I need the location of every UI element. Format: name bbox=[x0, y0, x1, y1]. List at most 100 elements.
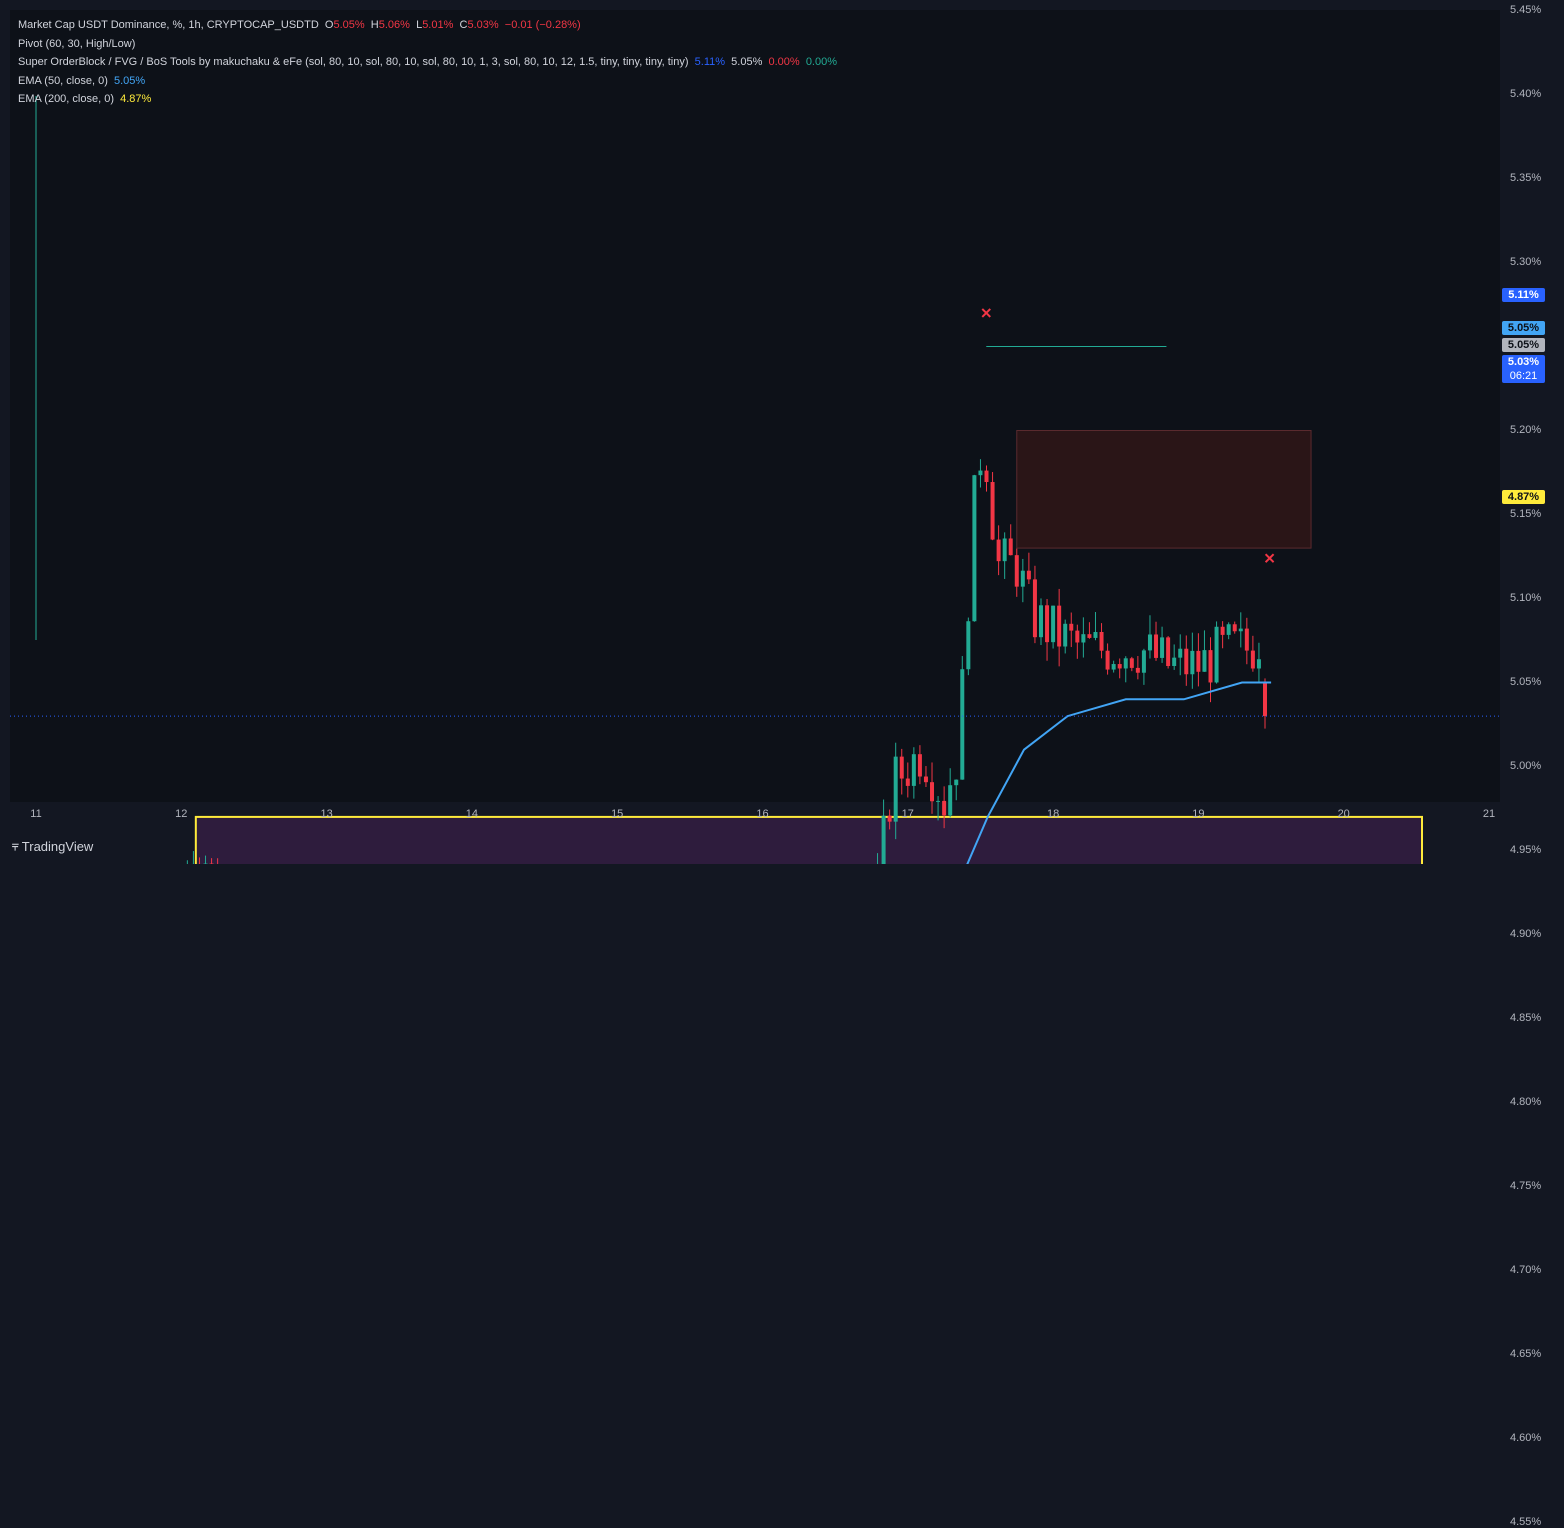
candle-body bbox=[1227, 624, 1231, 635]
legend-change: −0.01 (−0.28%) bbox=[505, 19, 581, 31]
candle-body bbox=[1075, 631, 1079, 643]
candle-body bbox=[1039, 605, 1043, 637]
candle-body bbox=[1136, 668, 1140, 673]
legend-ema200-value: 4.87% bbox=[120, 93, 151, 105]
x-tick-label: 11 bbox=[30, 808, 41, 820]
y-tick-label: 4.55% bbox=[1510, 1516, 1541, 1528]
price-axis[interactable]: 5.45%5.40%5.35%5.30%5.25%5.20%5.15%5.10%… bbox=[1500, 0, 1564, 864]
y-tick-label: 5.35% bbox=[1510, 172, 1541, 184]
legend-ema200-label: EMA (200, close, 0) bbox=[18, 93, 114, 105]
candle-body bbox=[985, 471, 989, 482]
y-tick-label: 5.00% bbox=[1510, 760, 1541, 772]
legend-sob-row[interactable]: Super OrderBlock / FVG / BoS Tools by ma… bbox=[18, 53, 837, 72]
candle-body bbox=[1003, 538, 1007, 561]
candle-body bbox=[1184, 649, 1188, 675]
candle-body bbox=[954, 780, 958, 786]
candle-body bbox=[1093, 632, 1097, 638]
y-tick-label: 4.65% bbox=[1510, 1348, 1541, 1360]
candle-body bbox=[1202, 650, 1206, 672]
candle-body bbox=[1124, 658, 1128, 668]
candle-body bbox=[997, 540, 1001, 562]
legend-ema50-row[interactable]: EMA (50, close, 0) 5.05% bbox=[18, 72, 837, 91]
price-chart[interactable] bbox=[0, 0, 1564, 864]
candle-body bbox=[978, 471, 982, 476]
legend-sob-label: Super OrderBlock / FVG / BoS Tools by ma… bbox=[18, 56, 689, 68]
legend-high-value: 5.06% bbox=[379, 19, 410, 31]
price-tag-sob-mid: 5.05% bbox=[1502, 338, 1545, 352]
candle-body bbox=[1160, 637, 1164, 658]
y-tick-label: 4.90% bbox=[1510, 928, 1541, 940]
candle-body bbox=[930, 782, 934, 801]
candle-body bbox=[1233, 624, 1237, 631]
bos-cross-icon bbox=[982, 309, 990, 317]
candle-body bbox=[1045, 605, 1049, 642]
bos-cross-icon bbox=[1266, 554, 1274, 562]
x-tick-label: 13 bbox=[320, 808, 332, 820]
candle-body bbox=[1148, 634, 1152, 650]
candle-body bbox=[1196, 651, 1200, 672]
order-block bbox=[1017, 431, 1311, 549]
price-tag-sob-high: 5.11% bbox=[1502, 288, 1545, 302]
y-tick-label: 4.60% bbox=[1510, 1432, 1541, 1444]
legend-pivot-row[interactable]: Pivot (60, 30, High/Low) bbox=[18, 35, 837, 54]
x-tick-label: 21 bbox=[1483, 808, 1495, 820]
candle-body bbox=[918, 754, 922, 776]
candle-body bbox=[1221, 627, 1225, 635]
candle-body bbox=[912, 754, 916, 786]
candle-body bbox=[1172, 658, 1176, 666]
candle-body bbox=[1057, 606, 1061, 647]
candle-body bbox=[1087, 634, 1091, 638]
y-tick-label: 5.45% bbox=[1510, 4, 1541, 16]
y-tick-label: 4.80% bbox=[1510, 1096, 1541, 1108]
legend-sob-value-4: 0.00% bbox=[806, 56, 837, 68]
candle-body bbox=[1142, 650, 1146, 672]
candle-body bbox=[991, 482, 995, 540]
candle-body bbox=[1118, 664, 1122, 668]
y-tick-label: 5.10% bbox=[1510, 592, 1541, 604]
candle-body bbox=[1015, 555, 1019, 587]
legend-low-value: 5.01% bbox=[422, 19, 453, 31]
candle-body bbox=[1215, 627, 1219, 683]
candle-body bbox=[1263, 683, 1267, 717]
y-tick-label: 5.30% bbox=[1510, 256, 1541, 268]
x-tick-label: 14 bbox=[466, 808, 478, 820]
candle-body bbox=[972, 475, 976, 621]
y-tick-label: 4.95% bbox=[1510, 844, 1541, 856]
candle-body bbox=[1257, 659, 1261, 668]
y-tick-label: 5.40% bbox=[1510, 88, 1541, 100]
candle-body bbox=[1069, 624, 1073, 631]
y-tick-label: 4.75% bbox=[1510, 1180, 1541, 1192]
candle-body bbox=[966, 621, 970, 669]
legend-symbol: Market Cap USDT Dominance, %, 1h, CRYPTO… bbox=[18, 19, 319, 31]
footer-brand[interactable]: ⫧ TradingView bbox=[12, 836, 93, 856]
candle-body bbox=[906, 779, 910, 786]
legend-symbol-row[interactable]: Market Cap USDT Dominance, %, 1h, CRYPTO… bbox=[18, 16, 837, 35]
candle-body bbox=[1209, 650, 1213, 682]
candle-body bbox=[900, 757, 904, 779]
y-tick-label: 4.85% bbox=[1510, 1012, 1541, 1024]
order-block-box bbox=[1017, 431, 1311, 549]
candle-body bbox=[924, 777, 928, 783]
legend-ema50-value: 5.05% bbox=[114, 75, 145, 87]
x-tick-label: 12 bbox=[175, 808, 187, 820]
candle-body bbox=[1100, 632, 1104, 651]
legend-sob-value-3: 0.00% bbox=[768, 56, 799, 68]
candle-body bbox=[1033, 579, 1037, 637]
legend-ema200-row[interactable]: EMA (200, close, 0) 4.87% bbox=[18, 90, 837, 109]
tradingview-logo-icon: ⫧ bbox=[12, 839, 18, 854]
candle-body bbox=[1154, 634, 1158, 657]
price-tag-last: 5.03% 06:21 bbox=[1502, 355, 1545, 383]
price-tag-last-value: 5.03% bbox=[1502, 355, 1545, 369]
candle-body bbox=[1251, 651, 1255, 669]
price-tag-ema50: 5.05% bbox=[1502, 321, 1545, 335]
footer-brand-text: TradingView bbox=[22, 839, 94, 854]
candle-body bbox=[960, 669, 964, 779]
candle-body bbox=[1063, 624, 1067, 647]
candle-body bbox=[1009, 538, 1013, 555]
y-tick-label: 5.20% bbox=[1510, 424, 1541, 436]
y-tick-label: 5.15% bbox=[1510, 508, 1541, 520]
candle-body bbox=[1081, 634, 1085, 642]
candle-body bbox=[1190, 651, 1194, 674]
x-tick-label: 15 bbox=[611, 808, 623, 820]
